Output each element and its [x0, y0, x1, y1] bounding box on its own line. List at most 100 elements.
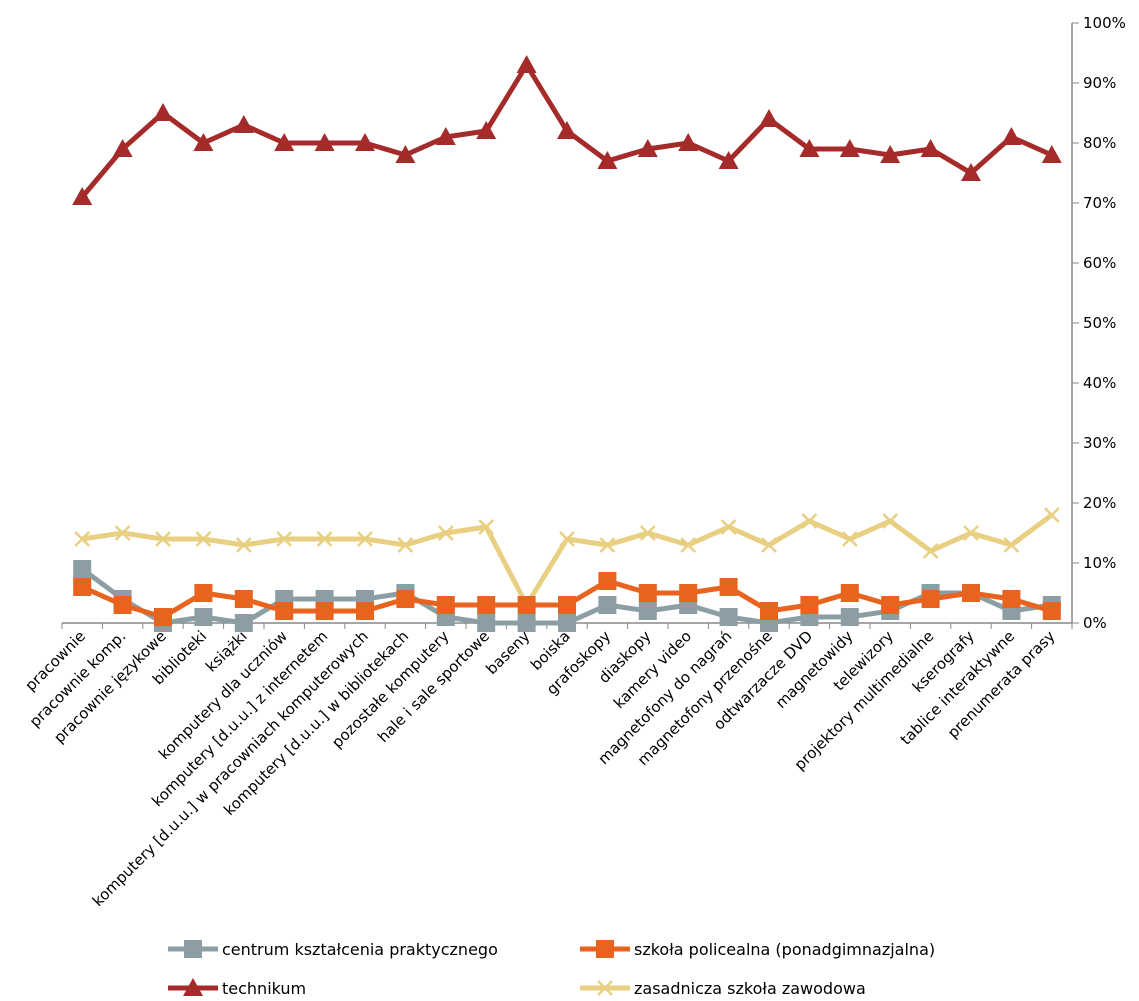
data-point: [638, 602, 657, 620]
data-point: [274, 133, 295, 151]
data-point: [840, 584, 859, 602]
data-point: [637, 139, 658, 157]
data-point: [275, 602, 294, 620]
data-point: [395, 145, 416, 163]
data-point: [1043, 507, 1060, 523]
data-point: [840, 608, 859, 626]
y-tick-label: 70%: [1083, 194, 1116, 212]
data-point: [1002, 590, 1021, 608]
data-point: [680, 537, 697, 553]
data-point: [74, 531, 91, 547]
legend-swatch-marker: [596, 940, 614, 958]
data-point: [719, 578, 738, 596]
data-point: [961, 163, 981, 181]
series-line: [81, 512, 1054, 608]
data-point: [962, 584, 980, 602]
y-tick-label: 30%: [1083, 434, 1116, 452]
legend-label: technikum: [222, 979, 306, 998]
data-point: [314, 133, 335, 151]
data-point: [678, 133, 699, 151]
data-point: [316, 531, 333, 547]
legend-swatch-marker: [597, 980, 613, 996]
legend-label: centrum kształcenia praktycznego: [222, 940, 498, 959]
data-point: [234, 614, 253, 632]
data-point: [355, 133, 375, 151]
data-point: [839, 139, 860, 157]
data-point: [558, 614, 576, 632]
series-szkola-policealna-ponadgimnazjalna: [73, 572, 1061, 626]
data-point: [881, 596, 900, 614]
data-point: [112, 139, 133, 157]
data-point: [1041, 145, 1062, 163]
data-point: [598, 596, 617, 614]
data-point: [558, 596, 576, 614]
data-point: [194, 584, 213, 602]
data-point: [72, 187, 93, 205]
data-point: [233, 115, 254, 133]
data-point: [679, 584, 698, 602]
legend-item: zasadnicza szkoła zawodowa: [580, 979, 866, 998]
data-point: [922, 543, 939, 559]
data-point: [963, 525, 979, 541]
data-point: [114, 525, 131, 541]
data-point: [396, 590, 415, 608]
legend-item: centrum kształcenia praktycznego: [168, 940, 498, 959]
data-point: [800, 596, 819, 614]
data-point: [638, 584, 657, 602]
data-point: [841, 531, 858, 547]
data-point: [478, 519, 495, 535]
data-point: [1001, 127, 1022, 145]
data-point: [435, 127, 456, 145]
y-tick-label: 10%: [1083, 554, 1116, 572]
data-point: [477, 596, 496, 614]
data-point: [356, 602, 374, 620]
data-point: [1042, 602, 1061, 620]
data-point: [516, 55, 537, 73]
data-point: [517, 614, 536, 632]
data-point: [921, 590, 940, 608]
data-point: [799, 139, 820, 157]
data-point: [599, 537, 616, 553]
legend: centrum kształcenia praktycznego szkoła p…: [168, 940, 935, 998]
y-tick-label: 90%: [1083, 74, 1116, 92]
legend-item: technikum: [168, 978, 306, 998]
legend-item: szkoła policealna (ponadgimnazjalna): [580, 940, 935, 959]
data-point: [761, 537, 777, 553]
data-point: [397, 537, 414, 553]
data-point: [760, 602, 778, 620]
data-point: [719, 608, 738, 626]
y-tick-label: 100%: [1083, 14, 1126, 32]
data-point: [559, 531, 575, 547]
data-point: [476, 121, 497, 139]
axes: 0%10%20%30%40%50%60%70%80%90%100%pracown…: [22, 14, 1126, 910]
series-technikum: [72, 55, 1062, 205]
y-tick-label: 50%: [1083, 314, 1116, 332]
data-point: [276, 531, 293, 547]
data-point: [597, 151, 618, 169]
data-point: [155, 531, 171, 547]
data-point: [235, 537, 252, 553]
data-point: [73, 560, 92, 578]
data-point: [517, 596, 536, 614]
legend-swatch-marker: [183, 978, 203, 996]
data-point: [759, 109, 779, 127]
series-layer: [72, 55, 1062, 632]
data-point: [195, 531, 212, 547]
legend-label: szkoła policealna (ponadgimnazjalna): [634, 940, 935, 959]
data-point: [882, 513, 899, 529]
y-tick-label: 60%: [1083, 254, 1116, 272]
data-point: [153, 103, 173, 121]
legend-label: zasadnicza szkoła zawodowa: [634, 979, 866, 998]
data-point: [73, 578, 92, 596]
y-tick-label: 0%: [1083, 614, 1107, 632]
data-point: [234, 590, 253, 608]
data-point: [477, 614, 496, 632]
data-point: [1003, 537, 1020, 553]
data-point: [154, 608, 172, 626]
data-point: [113, 596, 132, 614]
data-point: [720, 519, 737, 535]
data-point: [557, 121, 577, 139]
series-zasadnicza-szkola-zawodowa: [74, 507, 1060, 613]
data-point: [436, 596, 455, 614]
